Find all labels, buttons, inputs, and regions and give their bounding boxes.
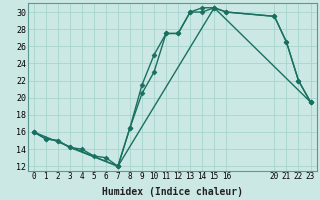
X-axis label: Humidex (Indice chaleur): Humidex (Indice chaleur) [101,186,243,197]
